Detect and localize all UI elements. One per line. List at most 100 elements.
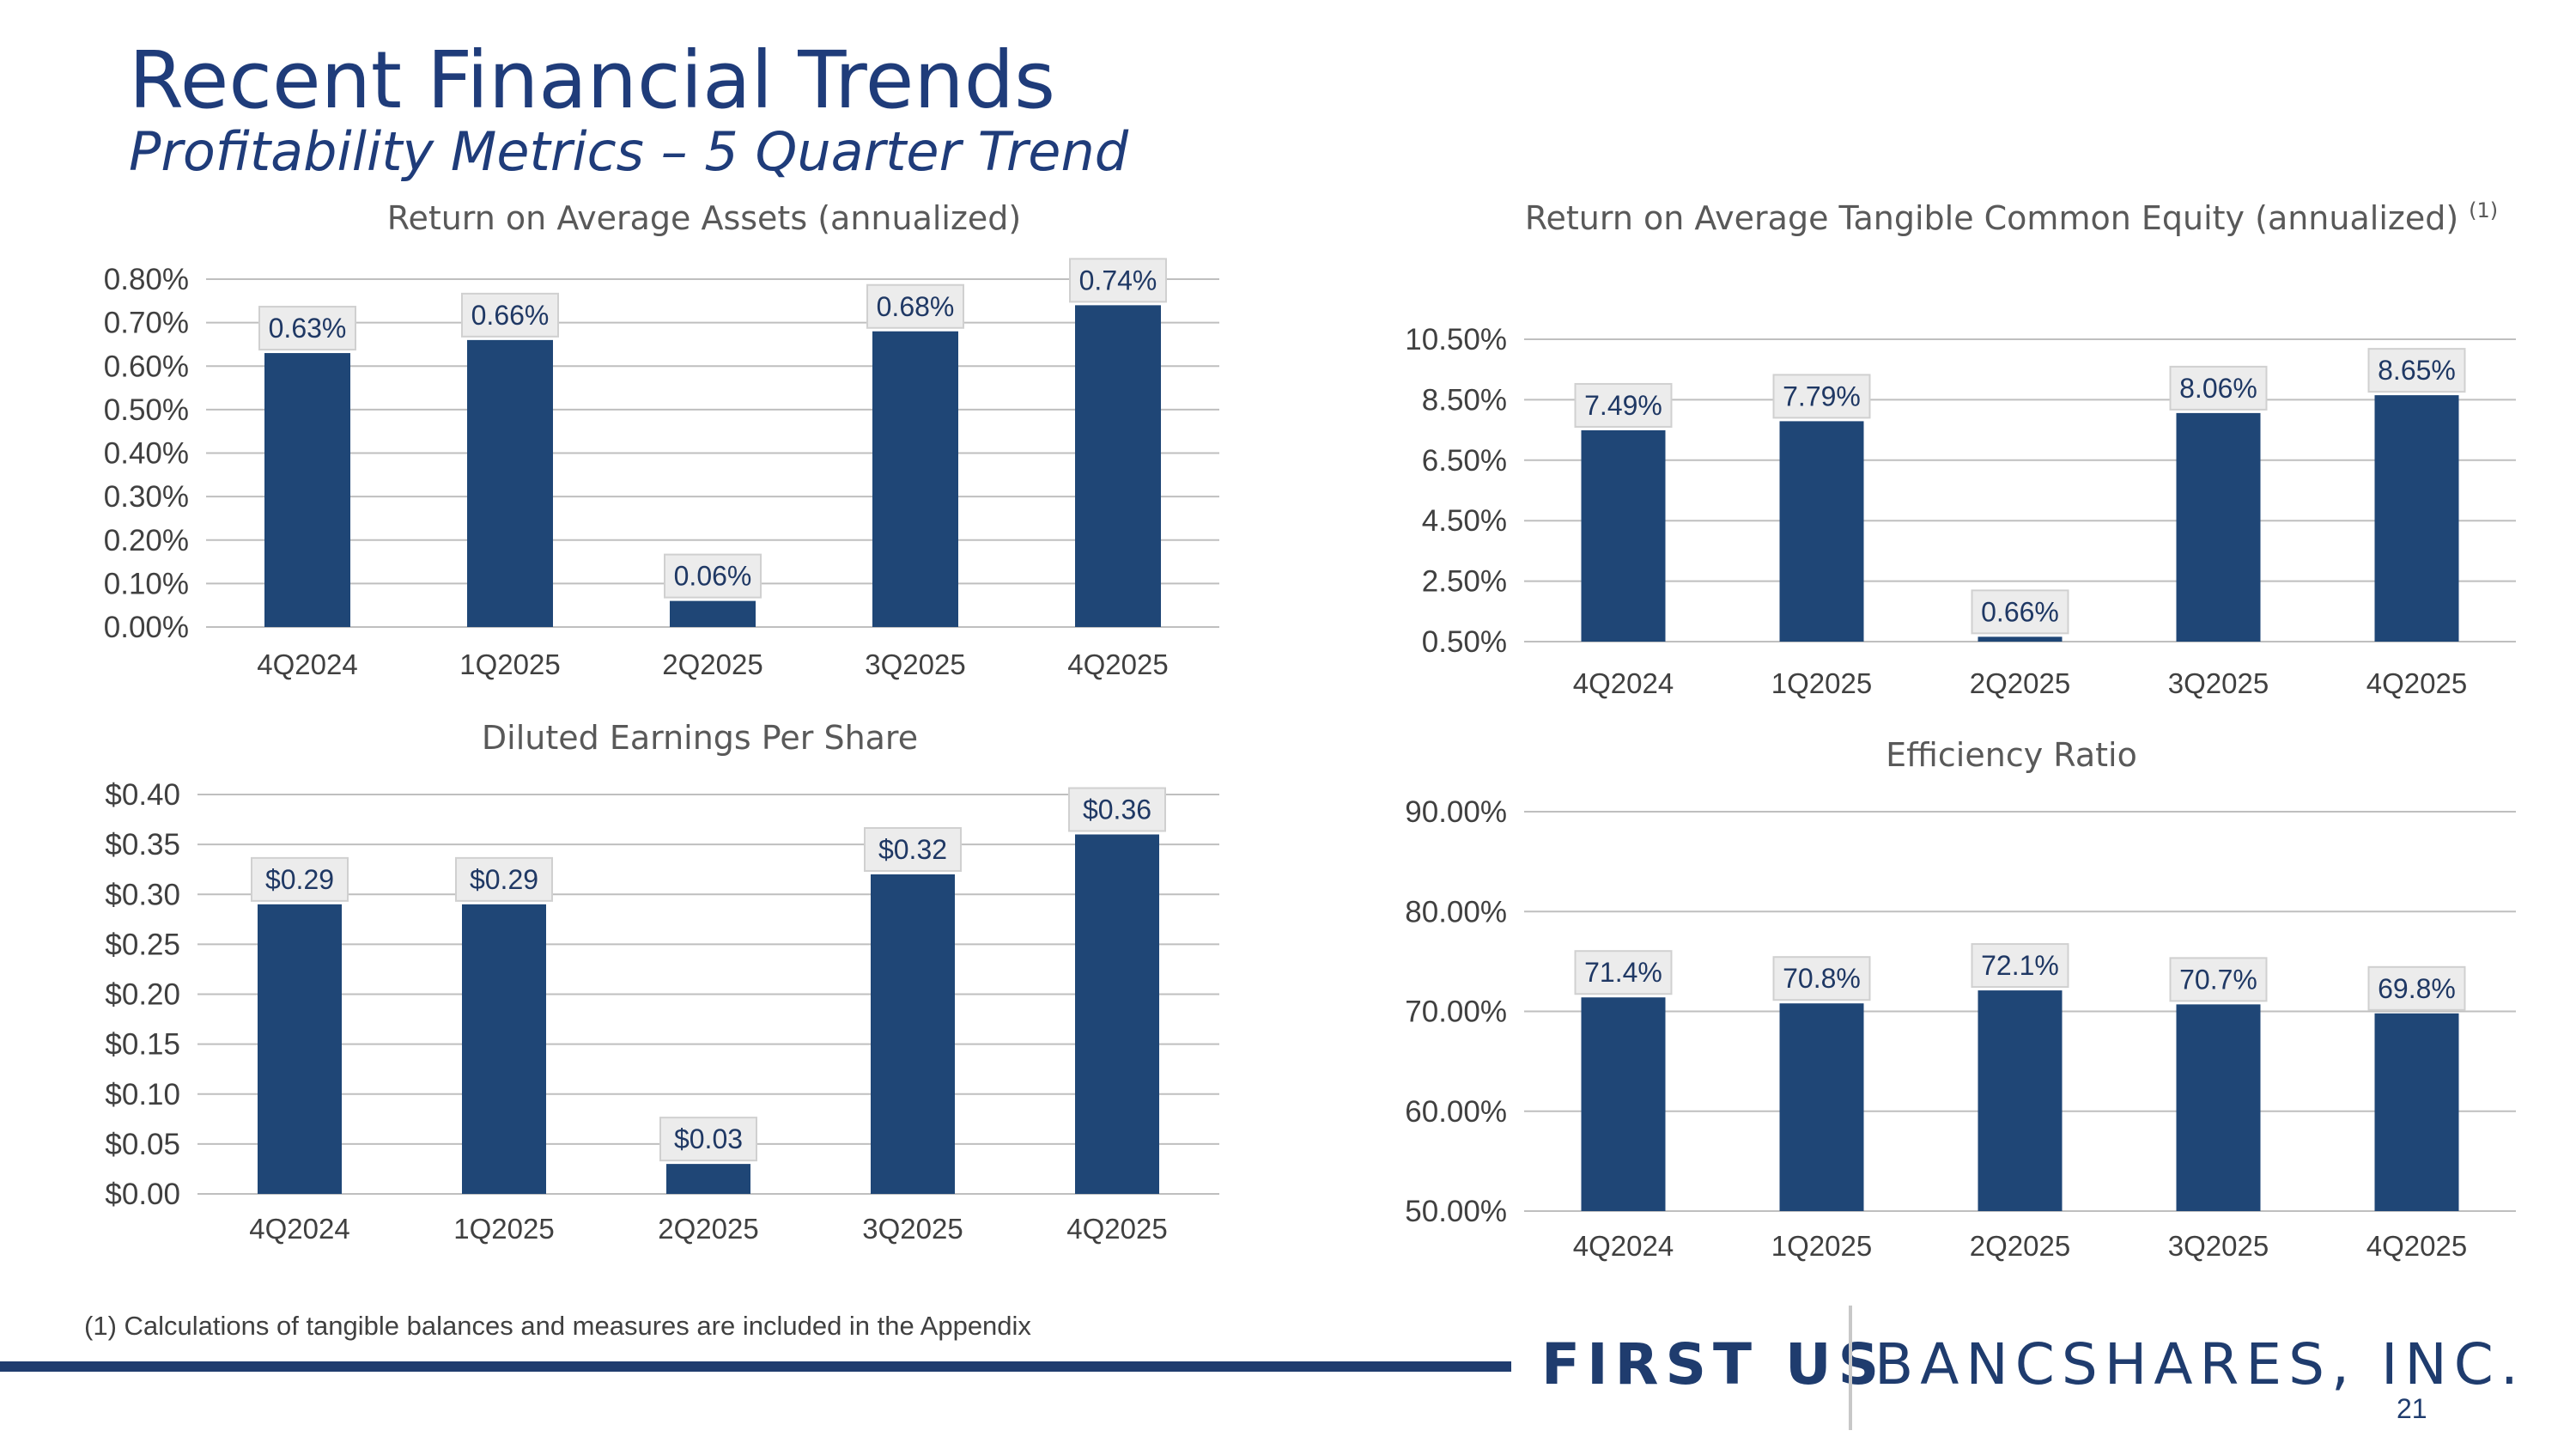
y-tick-label: 50.00% xyxy=(1405,1195,1507,1228)
data-label-box xyxy=(2367,348,2466,393)
bar xyxy=(1779,1003,1864,1211)
data-label: 72.1% xyxy=(1981,950,2059,981)
bar xyxy=(467,339,553,627)
bottom-rule xyxy=(0,1361,1511,1372)
data-label: 70.7% xyxy=(2179,964,2257,995)
y-tick-label: 70.00% xyxy=(1405,995,1507,1029)
bar xyxy=(462,904,546,1194)
data-label-box xyxy=(2367,965,2466,1011)
chart-title: Return on Average Assets (annualized) xyxy=(387,199,1022,237)
data-label-box xyxy=(2169,957,2268,1002)
data-label-box xyxy=(1574,382,1673,428)
data-label-box xyxy=(461,292,559,338)
data-label-box xyxy=(1574,950,1673,995)
chart-title: Return on Average Tangible Common Equity… xyxy=(1525,198,2498,237)
y-tick-label: $0.00 xyxy=(105,1178,180,1211)
data-label-box xyxy=(1971,943,2069,989)
page-number: 21 xyxy=(2397,1393,2427,1424)
y-tick-label: 0.20% xyxy=(104,524,189,557)
y-tick-label: 0.50% xyxy=(1422,625,1507,659)
logo-separator xyxy=(1849,1306,1852,1430)
x-tick-label: 1Q2025 xyxy=(459,648,560,680)
data-label: 8.06% xyxy=(2179,373,2257,404)
data-label: 0.06% xyxy=(674,561,752,592)
data-label-box xyxy=(455,856,553,902)
x-tick-label: 1Q2025 xyxy=(1771,1230,1872,1262)
data-label-box xyxy=(1772,374,1871,419)
y-tick-label: 10.50% xyxy=(1405,323,1507,356)
x-tick-label: 3Q2025 xyxy=(2168,1230,2269,1262)
x-tick-label: 4Q2024 xyxy=(249,1213,349,1245)
data-label-box xyxy=(258,306,356,351)
data-label-box xyxy=(2169,365,2268,411)
data-label-box xyxy=(864,827,962,872)
x-tick-label: 4Q2025 xyxy=(1066,1213,1167,1245)
logo-bancshares: BANCSHARES, INC. xyxy=(1874,1331,2525,1397)
y-tick-label: 0.60% xyxy=(104,350,189,383)
bar xyxy=(670,600,756,627)
x-tick-label: 2Q2025 xyxy=(1970,667,2070,699)
y-tick-label: 60.00% xyxy=(1405,1095,1507,1129)
y-tick-label: $0.40 xyxy=(105,778,180,812)
data-label: 0.68% xyxy=(877,291,955,322)
x-tick-label: 3Q2025 xyxy=(862,1213,963,1245)
data-label-box xyxy=(659,1117,757,1162)
y-tick-label: 0.70% xyxy=(104,307,189,340)
x-tick-label: 2Q2025 xyxy=(662,648,762,680)
bar xyxy=(872,331,958,627)
data-label: $0.29 xyxy=(470,864,538,895)
y-tick-label: $0.05 xyxy=(105,1128,180,1161)
bar xyxy=(264,353,350,627)
y-tick-label: 90.00% xyxy=(1405,795,1507,829)
bar xyxy=(1075,305,1161,627)
x-tick-label: 1Q2025 xyxy=(453,1213,554,1245)
bar xyxy=(2176,1004,2261,1211)
x-tick-label: 4Q2024 xyxy=(1573,667,1674,699)
data-label: 0.63% xyxy=(269,313,347,344)
footnote: (1) Calculations of tangible balances an… xyxy=(84,1311,1031,1341)
y-tick-label: 0.30% xyxy=(104,480,189,514)
data-label-box xyxy=(251,856,349,902)
data-label-box xyxy=(1069,258,1167,303)
x-tick-label: 3Q2025 xyxy=(2168,667,2269,699)
bar xyxy=(1978,636,2063,642)
y-tick-label: $0.10 xyxy=(105,1078,180,1111)
data-label: $0.29 xyxy=(265,864,334,895)
bar xyxy=(2374,395,2459,642)
bar xyxy=(258,904,342,1194)
bar xyxy=(1779,421,1864,642)
page-subtitle: Profitability Metrics – 5 Quarter Trend xyxy=(129,120,1129,183)
data-label: $0.36 xyxy=(1083,795,1151,825)
y-tick-label: 6.50% xyxy=(1422,444,1507,478)
data-label: 0.66% xyxy=(1981,596,2059,627)
bar xyxy=(2374,1013,2459,1211)
bar xyxy=(2176,412,2261,642)
data-label: 0.66% xyxy=(471,300,550,331)
company-logo: FIRST US BANCSHARES, INC. xyxy=(1541,1297,2518,1434)
y-tick-label: 0.80% xyxy=(104,263,189,296)
data-label: 7.79% xyxy=(1783,381,1861,411)
y-tick-label: $0.30 xyxy=(105,878,180,911)
data-label: 70.8% xyxy=(1783,963,1861,994)
chart-diluted-eps: Diluted Earnings Per Share $0.00 $0.05 $0.1… xyxy=(105,719,1219,1245)
y-tick-label: 0.50% xyxy=(104,393,189,427)
y-tick-label: 2.50% xyxy=(1422,565,1507,599)
x-tick-label: 4Q2024 xyxy=(257,648,357,680)
y-tick-label: 0.40% xyxy=(104,437,189,471)
data-label: 7.49% xyxy=(1584,390,1662,421)
data-label-box xyxy=(1971,589,2069,635)
chart-efficiency-ratio: Efficiency Ratio 50.00% 60.00% 70.00% 80.00%… xyxy=(1405,736,2516,1262)
y-tick-label: $0.25 xyxy=(105,928,180,961)
y-tick-label: $0.35 xyxy=(105,828,180,861)
y-tick-label: $0.15 xyxy=(105,1028,180,1062)
chart-title-footnote-ref: (1) xyxy=(2469,198,2498,222)
bar xyxy=(1075,834,1159,1194)
chart-return-on-tangible-common-equity: Return on Average Tangible Common Equity… xyxy=(1405,198,2516,699)
x-tick-label: 4Q2025 xyxy=(1067,648,1168,680)
data-label: 71.4% xyxy=(1584,957,1662,988)
y-tick-label: 0.10% xyxy=(104,567,189,600)
x-tick-label: 4Q2024 xyxy=(1573,1230,1674,1262)
data-label: 69.8% xyxy=(2378,973,2456,1004)
data-label: 0.74% xyxy=(1079,265,1157,295)
data-label: $0.32 xyxy=(878,834,947,865)
